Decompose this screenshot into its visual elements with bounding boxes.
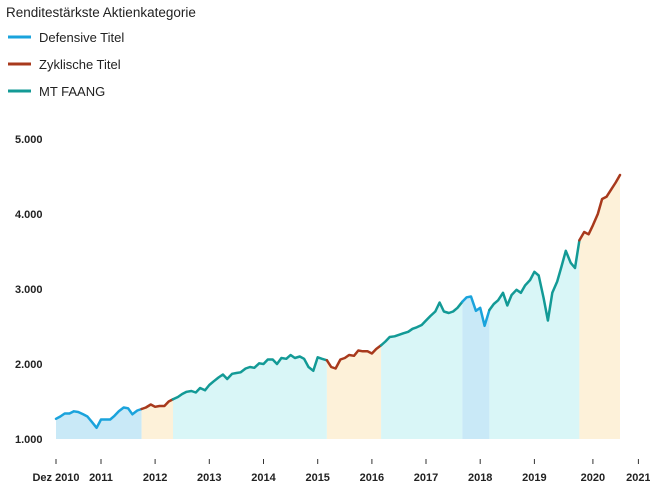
regime-area-defensive-0: [56, 407, 142, 439]
regime-area-defensive-5: [462, 296, 490, 439]
x-tick-label: 2020: [581, 472, 605, 484]
line-segment-faang-4: [379, 300, 464, 347]
line-segment-cyclical-1: [140, 398, 175, 411]
legend-label-faang: MT FAANG: [39, 84, 105, 99]
index-line: [54, 173, 622, 430]
regime-area-cyclical-3: [326, 345, 382, 439]
x-tick-label: Dez 2010: [32, 472, 79, 484]
line-segment-cyclical-3: [325, 344, 383, 370]
y-axis: 1.000 2.000 3.000 4.000 5.000: [15, 134, 43, 446]
y-tick-label: 2.000: [15, 359, 43, 371]
x-tick-label: 2018: [468, 472, 492, 484]
legend-label-defensive: Defensive Titel: [39, 30, 124, 45]
x-tick-label: 2016: [360, 472, 384, 484]
regime-area-faang-2: [173, 355, 327, 439]
y-tick-label: 4.000: [15, 209, 43, 221]
line-segment-defensive-0: [54, 406, 143, 430]
x-tick-label: 2014: [251, 472, 276, 484]
regime-area-cyclical-7: [579, 175, 620, 439]
chart-title: Renditestärkste Aktienkategorie: [6, 5, 196, 20]
line-segment-faang-6: [488, 239, 581, 322]
y-tick-label: 1.000: [15, 434, 43, 446]
legend: Renditestärkste Aktienkategorie Defensiv…: [6, 5, 196, 99]
regime-area-faang-4: [381, 301, 463, 439]
regime-area-cyclical-1: [141, 399, 173, 439]
x-tick-label: 2021: [626, 472, 650, 484]
y-tick-label: 3.000: [15, 284, 43, 296]
regime-fills: [56, 175, 620, 439]
x-tick-label: 2011: [89, 472, 113, 484]
line-segment-defensive-5: [461, 295, 491, 328]
x-axis: Dez 2010 2011 2012 2013 2014 2015 2016 2017 2018…: [32, 459, 650, 484]
x-tick-label: 2013: [197, 472, 221, 484]
x-tick-label: 2017: [414, 472, 438, 484]
line-segment-cyclical-7: [578, 173, 622, 242]
x-tick-label: 2019: [522, 472, 546, 484]
line-segment-faang-2: [171, 353, 329, 401]
x-tick-label: 2012: [143, 472, 167, 484]
y-tick-label: 5.000: [15, 134, 43, 146]
regime-area-faang-6: [489, 240, 580, 439]
x-tick-label: 2015: [305, 472, 329, 484]
legend-label-cyclical: Zyklische Titel: [39, 57, 121, 72]
